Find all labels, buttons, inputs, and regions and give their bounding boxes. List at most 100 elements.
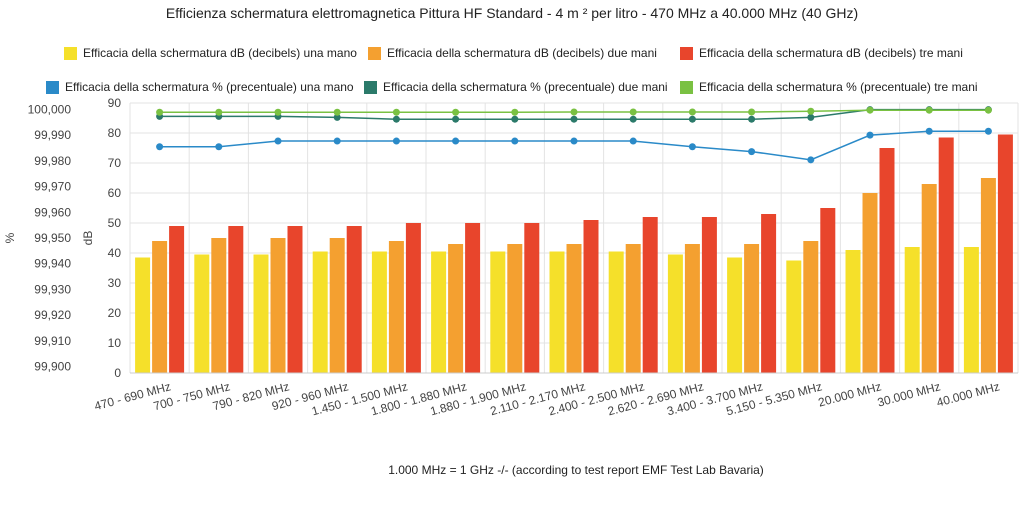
legend-swatch: [46, 80, 59, 94]
series-point: [984, 106, 992, 114]
series-point: [452, 137, 460, 145]
series-point: [511, 137, 519, 145]
series-point: [333, 137, 341, 145]
series-point: [629, 137, 637, 145]
bar: [904, 247, 920, 373]
series-point: [984, 127, 992, 135]
series-line: [159, 130, 989, 161]
bar: [667, 254, 683, 373]
legend-item[interactable]: Efficacia della schermatura % (precentua…: [364, 80, 668, 94]
series-point: [570, 137, 578, 145]
y-right-tick-label: 60: [108, 186, 122, 200]
series-point: [748, 148, 756, 156]
y-left-tick-label: 99,950: [34, 231, 71, 245]
bar: [169, 226, 185, 373]
bar: [253, 254, 269, 373]
y-left-tick-label: 99,990: [34, 128, 71, 142]
series-point: [748, 115, 756, 123]
y-left-tick-label: 100,000: [28, 102, 72, 116]
legend-item[interactable]: Efficacia della schermatura dB (decibels…: [368, 46, 657, 60]
chart-title: Efficienza schermatura elettromagnetica …: [165, 5, 859, 21]
y-right-tick-label: 80: [108, 126, 122, 140]
y-left-tick-label: 99,940: [34, 257, 71, 271]
series-point: [807, 113, 815, 121]
y-right-tick-label: 0: [114, 366, 121, 380]
bar: [448, 244, 464, 373]
series-point: [570, 115, 578, 123]
series-point: [748, 108, 756, 116]
bar: [583, 220, 599, 373]
legend-item[interactable]: Efficacia della schermatura % (precentua…: [680, 80, 978, 94]
bar: [507, 244, 523, 373]
legend-swatch: [64, 46, 77, 60]
bar: [921, 184, 937, 373]
series-point: [570, 108, 578, 116]
chart-footer: 1.000 MHz = 1 GHz -/- (according to test…: [388, 463, 764, 477]
legend-label: Efficacia della schermatura dB (decibels…: [699, 46, 963, 60]
series-point: [807, 156, 815, 164]
series-point: [688, 115, 696, 123]
series-point: [392, 115, 400, 123]
series-point: [925, 127, 933, 135]
legend-label: Efficacia della schermatura % (precentua…: [699, 80, 978, 94]
series-point: [688, 108, 696, 116]
x-tick-label: 20.000 MHz: [817, 379, 883, 409]
y-left-tick-label: 99,910: [34, 334, 71, 348]
series-point: [866, 131, 874, 139]
y-left-tick-label: 99,930: [34, 282, 71, 296]
bar: [549, 251, 565, 373]
bar: [625, 244, 641, 373]
bar: [312, 251, 328, 373]
y-right-tick-label: 90: [108, 96, 122, 110]
series-point: [156, 108, 164, 116]
legend-label: Efficacia della schermatura % (precentua…: [65, 80, 354, 94]
y-right-tick-label: 70: [108, 156, 122, 170]
bar: [566, 244, 582, 373]
bar: [329, 238, 345, 373]
bar: [346, 226, 362, 373]
bar: [684, 244, 700, 373]
series-point: [866, 106, 874, 114]
bar: [761, 214, 777, 373]
bar: [194, 254, 210, 373]
series-point: [629, 115, 637, 123]
series-point: [807, 107, 815, 115]
bar: [608, 251, 624, 373]
series-point: [274, 137, 282, 145]
y-right-tick-label: 10: [108, 336, 122, 350]
y-left-tick-label: 99,900: [34, 360, 71, 374]
series-point: [629, 108, 637, 116]
bar: [963, 247, 979, 373]
legend-item[interactable]: Efficacia della schermatura % (precentua…: [46, 80, 354, 94]
bar: [980, 178, 996, 373]
series-point: [333, 108, 341, 116]
x-tick-label: 30.000 MHz: [876, 379, 942, 409]
bar: [465, 223, 481, 373]
legend-item[interactable]: Efficacia della schermatura dB (decibels…: [64, 46, 357, 60]
bar: [490, 251, 506, 373]
series-point: [274, 108, 282, 116]
series-point: [511, 115, 519, 123]
bar: [803, 241, 819, 373]
bar: [388, 241, 404, 373]
legend-swatch: [368, 46, 381, 60]
bar: [786, 260, 802, 373]
bar: [642, 217, 658, 373]
bar: [431, 251, 447, 373]
legend-label: Efficacia della schermatura dB (decibels…: [387, 46, 657, 60]
bar: [727, 257, 743, 373]
bar: [228, 226, 244, 373]
bar: [287, 226, 303, 373]
bar: [845, 250, 861, 373]
y-left-axis-title: %: [3, 232, 17, 243]
legend-item[interactable]: Efficacia della schermatura dB (decibels…: [680, 46, 963, 60]
bar: [211, 238, 227, 373]
series-point: [511, 108, 519, 116]
y-right-tick-label: 40: [108, 246, 122, 260]
y-left-tick-label: 99,980: [34, 154, 71, 168]
bar: [701, 217, 717, 373]
x-tick-label: 40.000 MHz: [935, 379, 1001, 409]
bar: [524, 223, 540, 373]
bar: [879, 148, 895, 373]
